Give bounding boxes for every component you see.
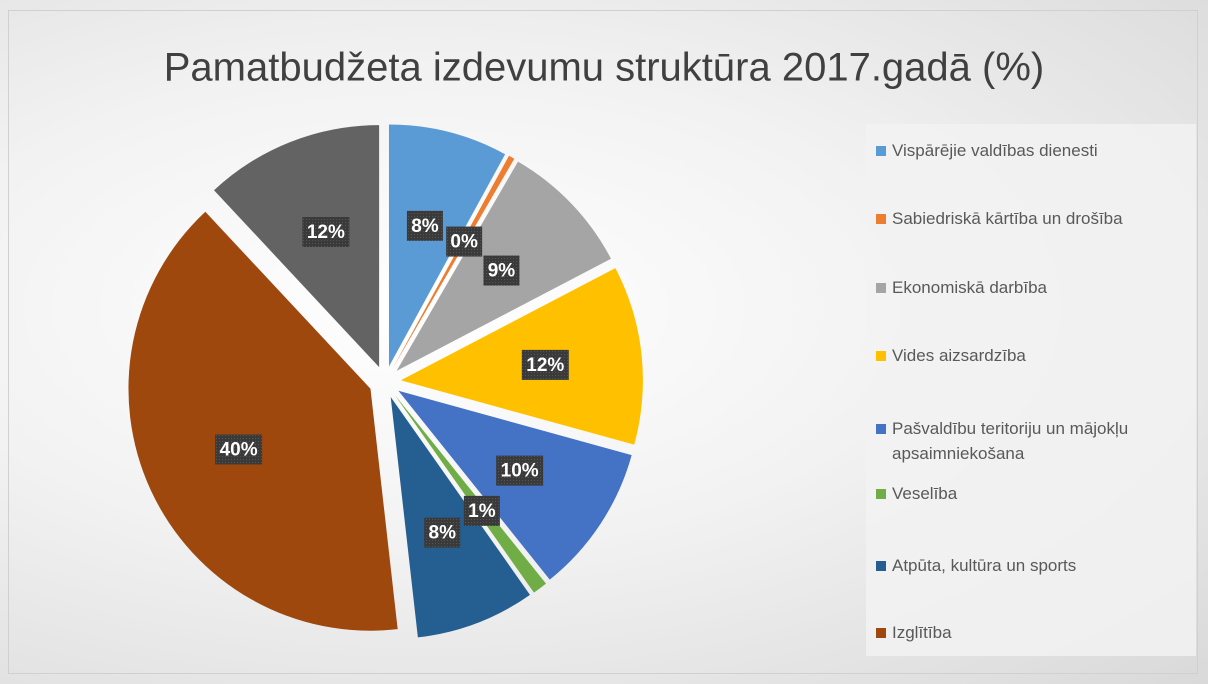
legend-swatch — [876, 146, 886, 156]
legend-label: Izglītība — [892, 623, 952, 642]
legend-label: Veselība — [892, 484, 958, 503]
data-label-box — [215, 434, 263, 465]
legend-entry: Vispārējie valdības dienesti — [876, 138, 1207, 163]
data-label: 10% — [501, 461, 539, 482]
pie-slice — [392, 155, 515, 369]
legend-label: Atpūta, kultūra un sports — [892, 556, 1077, 575]
data-label: 8% — [411, 216, 439, 237]
data-label-box — [496, 455, 544, 486]
legend-entry: Vides aizsardzība — [876, 343, 1207, 368]
legend-label: Vides aizsardzība — [892, 346, 1026, 365]
legend-label: Pašvaldību teritoriju un mājokļu apsaimn… — [892, 419, 1129, 463]
chart-frame — [8, 10, 1198, 674]
legend-label: Ekonomiskā darbība — [892, 278, 1047, 297]
data-label-box — [406, 210, 443, 241]
legend-swatch — [876, 283, 886, 293]
legend-swatch — [876, 351, 886, 361]
data-label: 12% — [307, 222, 345, 243]
pie-slice — [214, 125, 380, 368]
data-label: 8% — [429, 523, 457, 544]
legend-entry: Pašvaldību teritoriju un mājokļu apsaimn… — [876, 416, 1207, 466]
data-label: 9% — [488, 261, 516, 282]
legend-entry: Izglītība — [876, 620, 1207, 645]
legend-swatch — [876, 561, 886, 571]
pie-slice — [390, 396, 530, 638]
data-label: 0% — [450, 232, 478, 253]
legend-entry: Atpūta, kultūra un sports — [876, 553, 1207, 578]
legend-entry: Sabiedriskā kārtība un drošība — [876, 206, 1207, 231]
legend-entry: Veselība — [876, 481, 1207, 506]
legend-swatch — [876, 214, 886, 224]
legend-label: Vispārējie valdības dienesti — [892, 141, 1098, 160]
data-label-box — [424, 517, 461, 548]
legend-swatch — [876, 489, 886, 499]
data-label-box — [483, 255, 520, 286]
legend-entry: Ekonomiskā darbība — [876, 275, 1207, 300]
pie-slice — [128, 211, 398, 631]
pie-slice — [394, 394, 547, 593]
data-label: 40% — [220, 439, 258, 460]
data-label-box — [521, 349, 569, 380]
chart-title: Pamatbudžeta izdevumu struktūra 2017.gad… — [164, 46, 1045, 90]
legend-swatch — [876, 628, 886, 638]
legend-label: Sabiedriskā kārtība un drošība — [892, 209, 1123, 228]
data-label: 12% — [526, 355, 564, 376]
legend: Vispārējie valdības dienesti Sabiedriskā … — [866, 124, 1196, 656]
data-label-box — [446, 226, 483, 257]
data-label: 1% — [468, 501, 496, 522]
data-label-box — [302, 217, 350, 248]
legend-swatch — [876, 424, 886, 434]
data-label-box — [463, 495, 500, 526]
